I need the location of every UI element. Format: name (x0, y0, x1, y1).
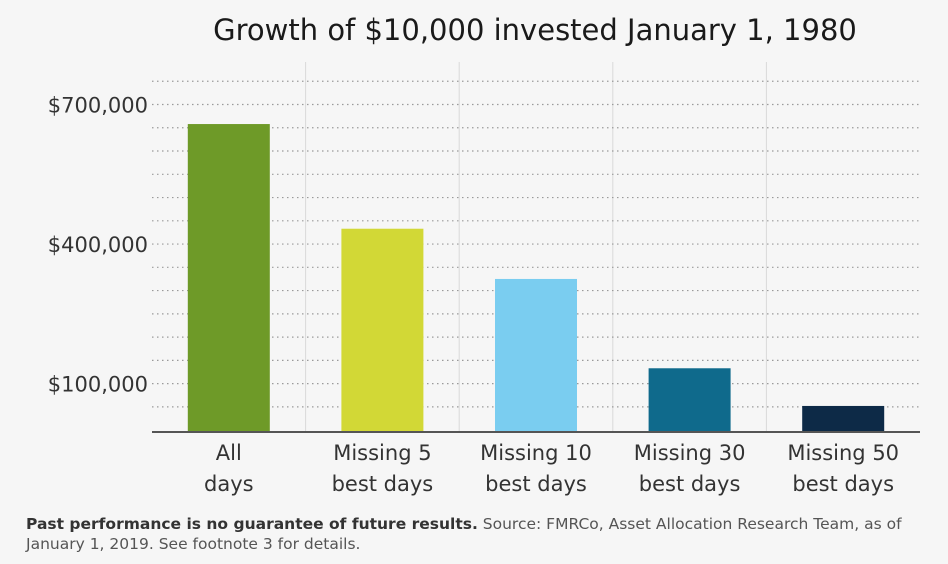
footnote-text: Source: FMRCo, Asset Allocation Research… (26, 515, 902, 553)
footnote: Past performance is no guarantee of futu… (26, 514, 926, 554)
y-tick-label: $100,000 (48, 373, 148, 397)
gridlines (152, 62, 920, 432)
x-tick-label-line: Missing 30 (634, 441, 746, 465)
x-tick-label-line: Missing 5 (333, 441, 431, 465)
bars (187, 124, 885, 433)
x-tick-label: Missing 10 best days (480, 441, 592, 496)
x-tick-label-line: All (216, 441, 242, 465)
x-tick-label-line: best days (639, 472, 741, 496)
y-tick-label: $400,000 (48, 233, 148, 257)
x-tick-label: Missing 5 best days (332, 441, 434, 496)
x-tick-label-line: best days (332, 472, 434, 496)
x-tick-label-line: best days (485, 472, 587, 496)
bar (648, 368, 731, 432)
x-tick-label-line: Missing 50 (787, 441, 899, 465)
x-tick-label: Missing 50 best days (787, 441, 899, 496)
chart-title: Growth of $10,000 invested January 1, 19… (213, 13, 857, 47)
x-tick-label-line: Missing 10 (480, 441, 592, 465)
x-tick-label: All days (204, 441, 254, 496)
footnote-bold: Past performance is no guarantee of futu… (26, 515, 478, 533)
x-tick-label: Missing 30 best days (634, 441, 746, 496)
bar (341, 228, 424, 432)
y-tick-label: $700,000 (48, 94, 148, 118)
x-tick-label-line: days (204, 472, 254, 496)
tick-labels: $100,000 $400,000 $700,000 All days Missing 5… (48, 94, 899, 496)
x-tick-label-line: best days (792, 472, 894, 496)
bar (187, 124, 270, 433)
bar (495, 278, 577, 432)
bar (802, 405, 885, 432)
bar-chart: Growth of $10,000 invested January 1, 19… (48, 13, 920, 496)
